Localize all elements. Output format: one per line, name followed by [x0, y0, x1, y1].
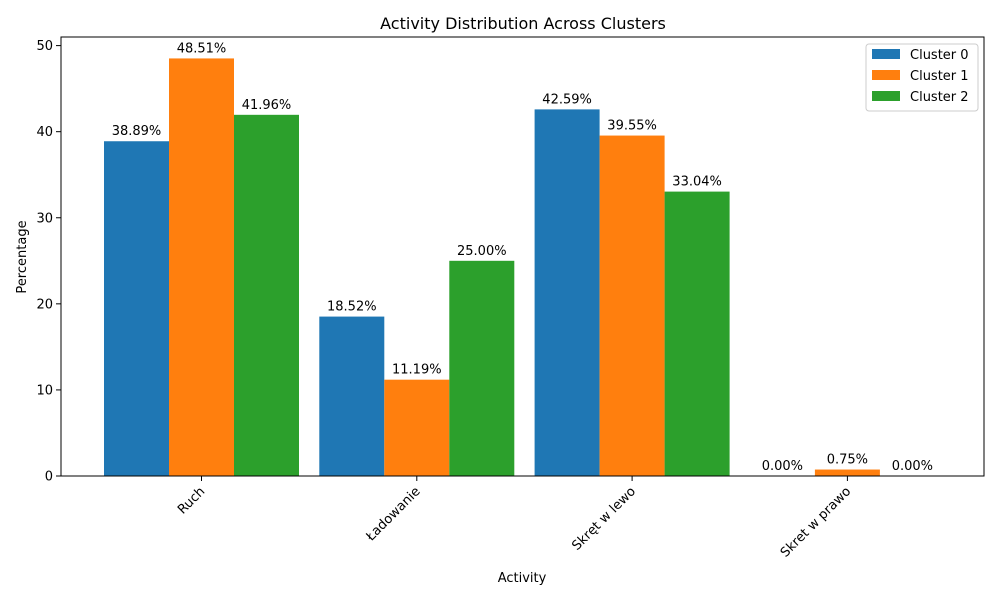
- bar-cluster-2-1: [449, 260, 515, 476]
- legend-swatch-cluster-0: [872, 49, 900, 59]
- legend-swatch-cluster-2: [872, 91, 900, 101]
- data-label-cluster-1-0: 48.51%: [177, 41, 227, 56]
- plot-frame: [60, 36, 985, 477]
- data-label-cluster-2-2: 33.04%: [672, 175, 722, 190]
- x-axis-label: Activity: [498, 571, 547, 586]
- legend-label-cluster-0: Cluster 0: [910, 48, 969, 63]
- bar-cluster-0-1: [319, 316, 385, 476]
- data-labels-layer: 38.89% 18.52% 42.59% 0.00% 48.51% 11.19% 39.55…: [112, 41, 933, 474]
- bar-cluster-2-0: [234, 114, 299, 476]
- data-label-cluster-1-1: 11.19%: [392, 363, 442, 378]
- data-label-cluster-2-3: 0.00%: [892, 459, 933, 474]
- bar-cluster-0-0: [104, 141, 169, 477]
- y-tick-label-5: 50: [36, 39, 53, 54]
- y-tick-label-0: 0: [45, 470, 53, 485]
- legend-label-cluster-1: Cluster 1: [910, 69, 969, 84]
- bar-cluster-2-2: [664, 191, 730, 476]
- y-tick-label-4: 40: [36, 125, 53, 140]
- legend-label-cluster-2: Cluster 2: [910, 90, 969, 105]
- data-label-cluster-0-3: 0.00%: [762, 459, 803, 474]
- bar-cluster-1-3: [814, 469, 880, 476]
- bar-cluster-1-1: [384, 379, 450, 476]
- data-label-cluster-0-2: 42.59%: [542, 92, 592, 107]
- bar-cluster-0-2: [534, 109, 600, 476]
- y-axis-label: Percentage: [15, 220, 30, 293]
- x-tick-label-1: Ładowanie: [363, 484, 424, 545]
- data-label-cluster-2-0: 41.96%: [242, 98, 292, 113]
- bar-cluster-1-0: [169, 58, 234, 476]
- y-tick-label-1: 10: [36, 383, 53, 398]
- x-tick-label-3: Skret w prawo: [778, 484, 854, 560]
- data-label-cluster-1-3: 0.75%: [827, 453, 868, 468]
- data-label-cluster-0-0: 38.89%: [112, 124, 162, 139]
- y-tick-label-3: 30: [36, 211, 53, 226]
- data-label-cluster-0-1: 18.52%: [327, 300, 377, 315]
- bar-cluster-1-2: [599, 135, 665, 476]
- y-tick-label-2: 20: [36, 297, 53, 312]
- y-axis: 0 10 20 30 40 50: [36, 39, 61, 485]
- x-tick-label-2: Skręt w lewo: [569, 484, 639, 554]
- x-tick-label-0: Ruch: [175, 484, 208, 517]
- data-label-cluster-2-1: 25.00%: [457, 244, 507, 259]
- chart-title: Activity Distribution Across Clusters: [380, 14, 666, 33]
- x-axis: Ruch Ładowanie Skręt w lewo Skret w prawo: [175, 476, 854, 561]
- data-label-cluster-1-2: 39.55%: [607, 119, 657, 134]
- legend: Cluster 0 Cluster 1 Cluster 2: [865, 43, 979, 112]
- bars-layer: [104, 58, 880, 477]
- legend-items: Cluster 0 Cluster 1 Cluster 2: [872, 48, 969, 105]
- legend-swatch-cluster-1: [872, 70, 900, 80]
